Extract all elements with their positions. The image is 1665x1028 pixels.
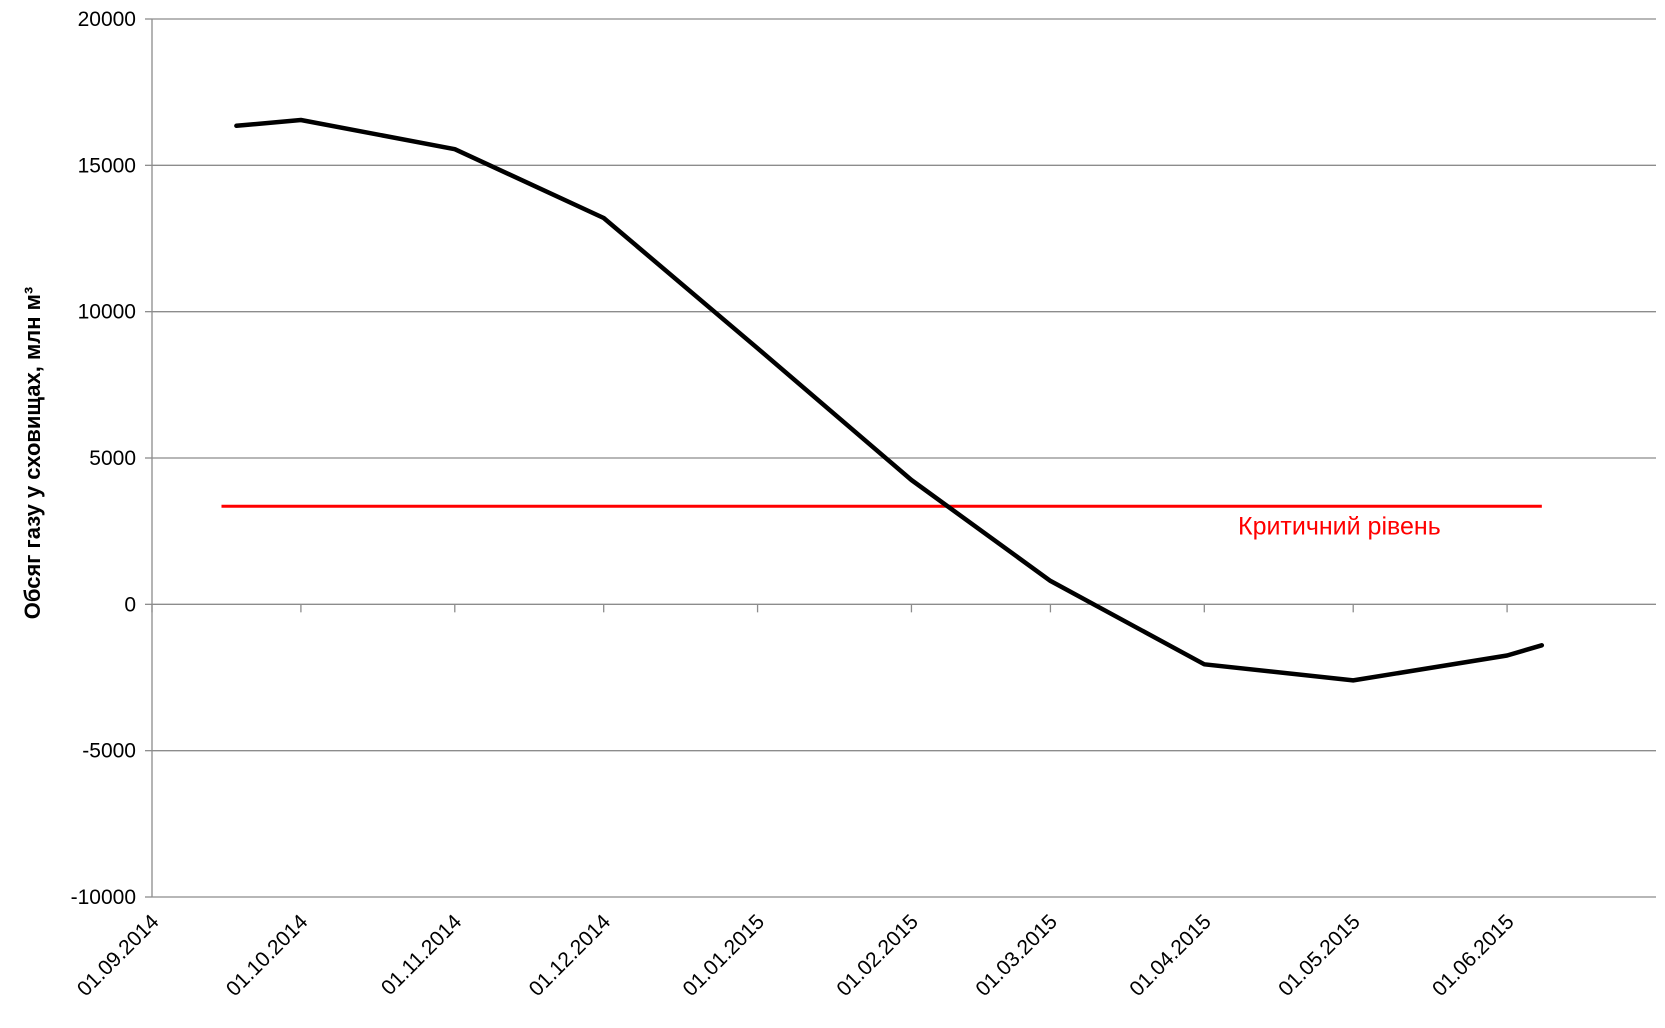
y-tick-labels: -10000 -5000 0 5000 10000 15000 20000 bbox=[71, 8, 152, 909]
x-tick-label: 01.10.2014 bbox=[222, 910, 313, 1001]
x-tick-label: 01.09.2014 bbox=[73, 910, 164, 1001]
y-tick-label: 0 bbox=[124, 593, 136, 616]
series-line bbox=[234, 117, 1545, 683]
gridlines bbox=[152, 18, 1656, 898]
x-tick-label: 01.01.2015 bbox=[679, 910, 770, 1001]
y-tick-label: -10000 bbox=[71, 886, 136, 909]
x-tick-label: 01.02.2015 bbox=[832, 910, 923, 1001]
x-tick-label: 01.12.2014 bbox=[525, 910, 616, 1001]
x-tick-label: 01.04.2015 bbox=[1125, 910, 1216, 1001]
y-axis-label: Обсяг газу у сховищах, млн м³ bbox=[20, 287, 45, 619]
x-tick-label: 01.05.2015 bbox=[1274, 910, 1365, 1001]
reference-line-group: Критичний рівень bbox=[221, 504, 1542, 540]
y-tick-label: -5000 bbox=[82, 740, 136, 763]
critical-level-label: Критичний рівень bbox=[1238, 512, 1441, 540]
x-tick-label: 01.06.2015 bbox=[1428, 910, 1519, 1001]
y-tick-label: 15000 bbox=[78, 154, 136, 177]
x-tick-labels: 01.09.2014 01.10.2014 01.11.2014 01.12.2014… bbox=[73, 604, 1519, 1001]
x-tick-label: 01.11.2014 bbox=[377, 910, 467, 1000]
y-tick-label: 5000 bbox=[89, 447, 136, 470]
y-tick-label: 20000 bbox=[78, 8, 136, 31]
y-tick-label: 10000 bbox=[78, 301, 136, 324]
series-group bbox=[234, 117, 1545, 683]
x-tick-label: 01.03.2015 bbox=[971, 910, 1062, 1001]
